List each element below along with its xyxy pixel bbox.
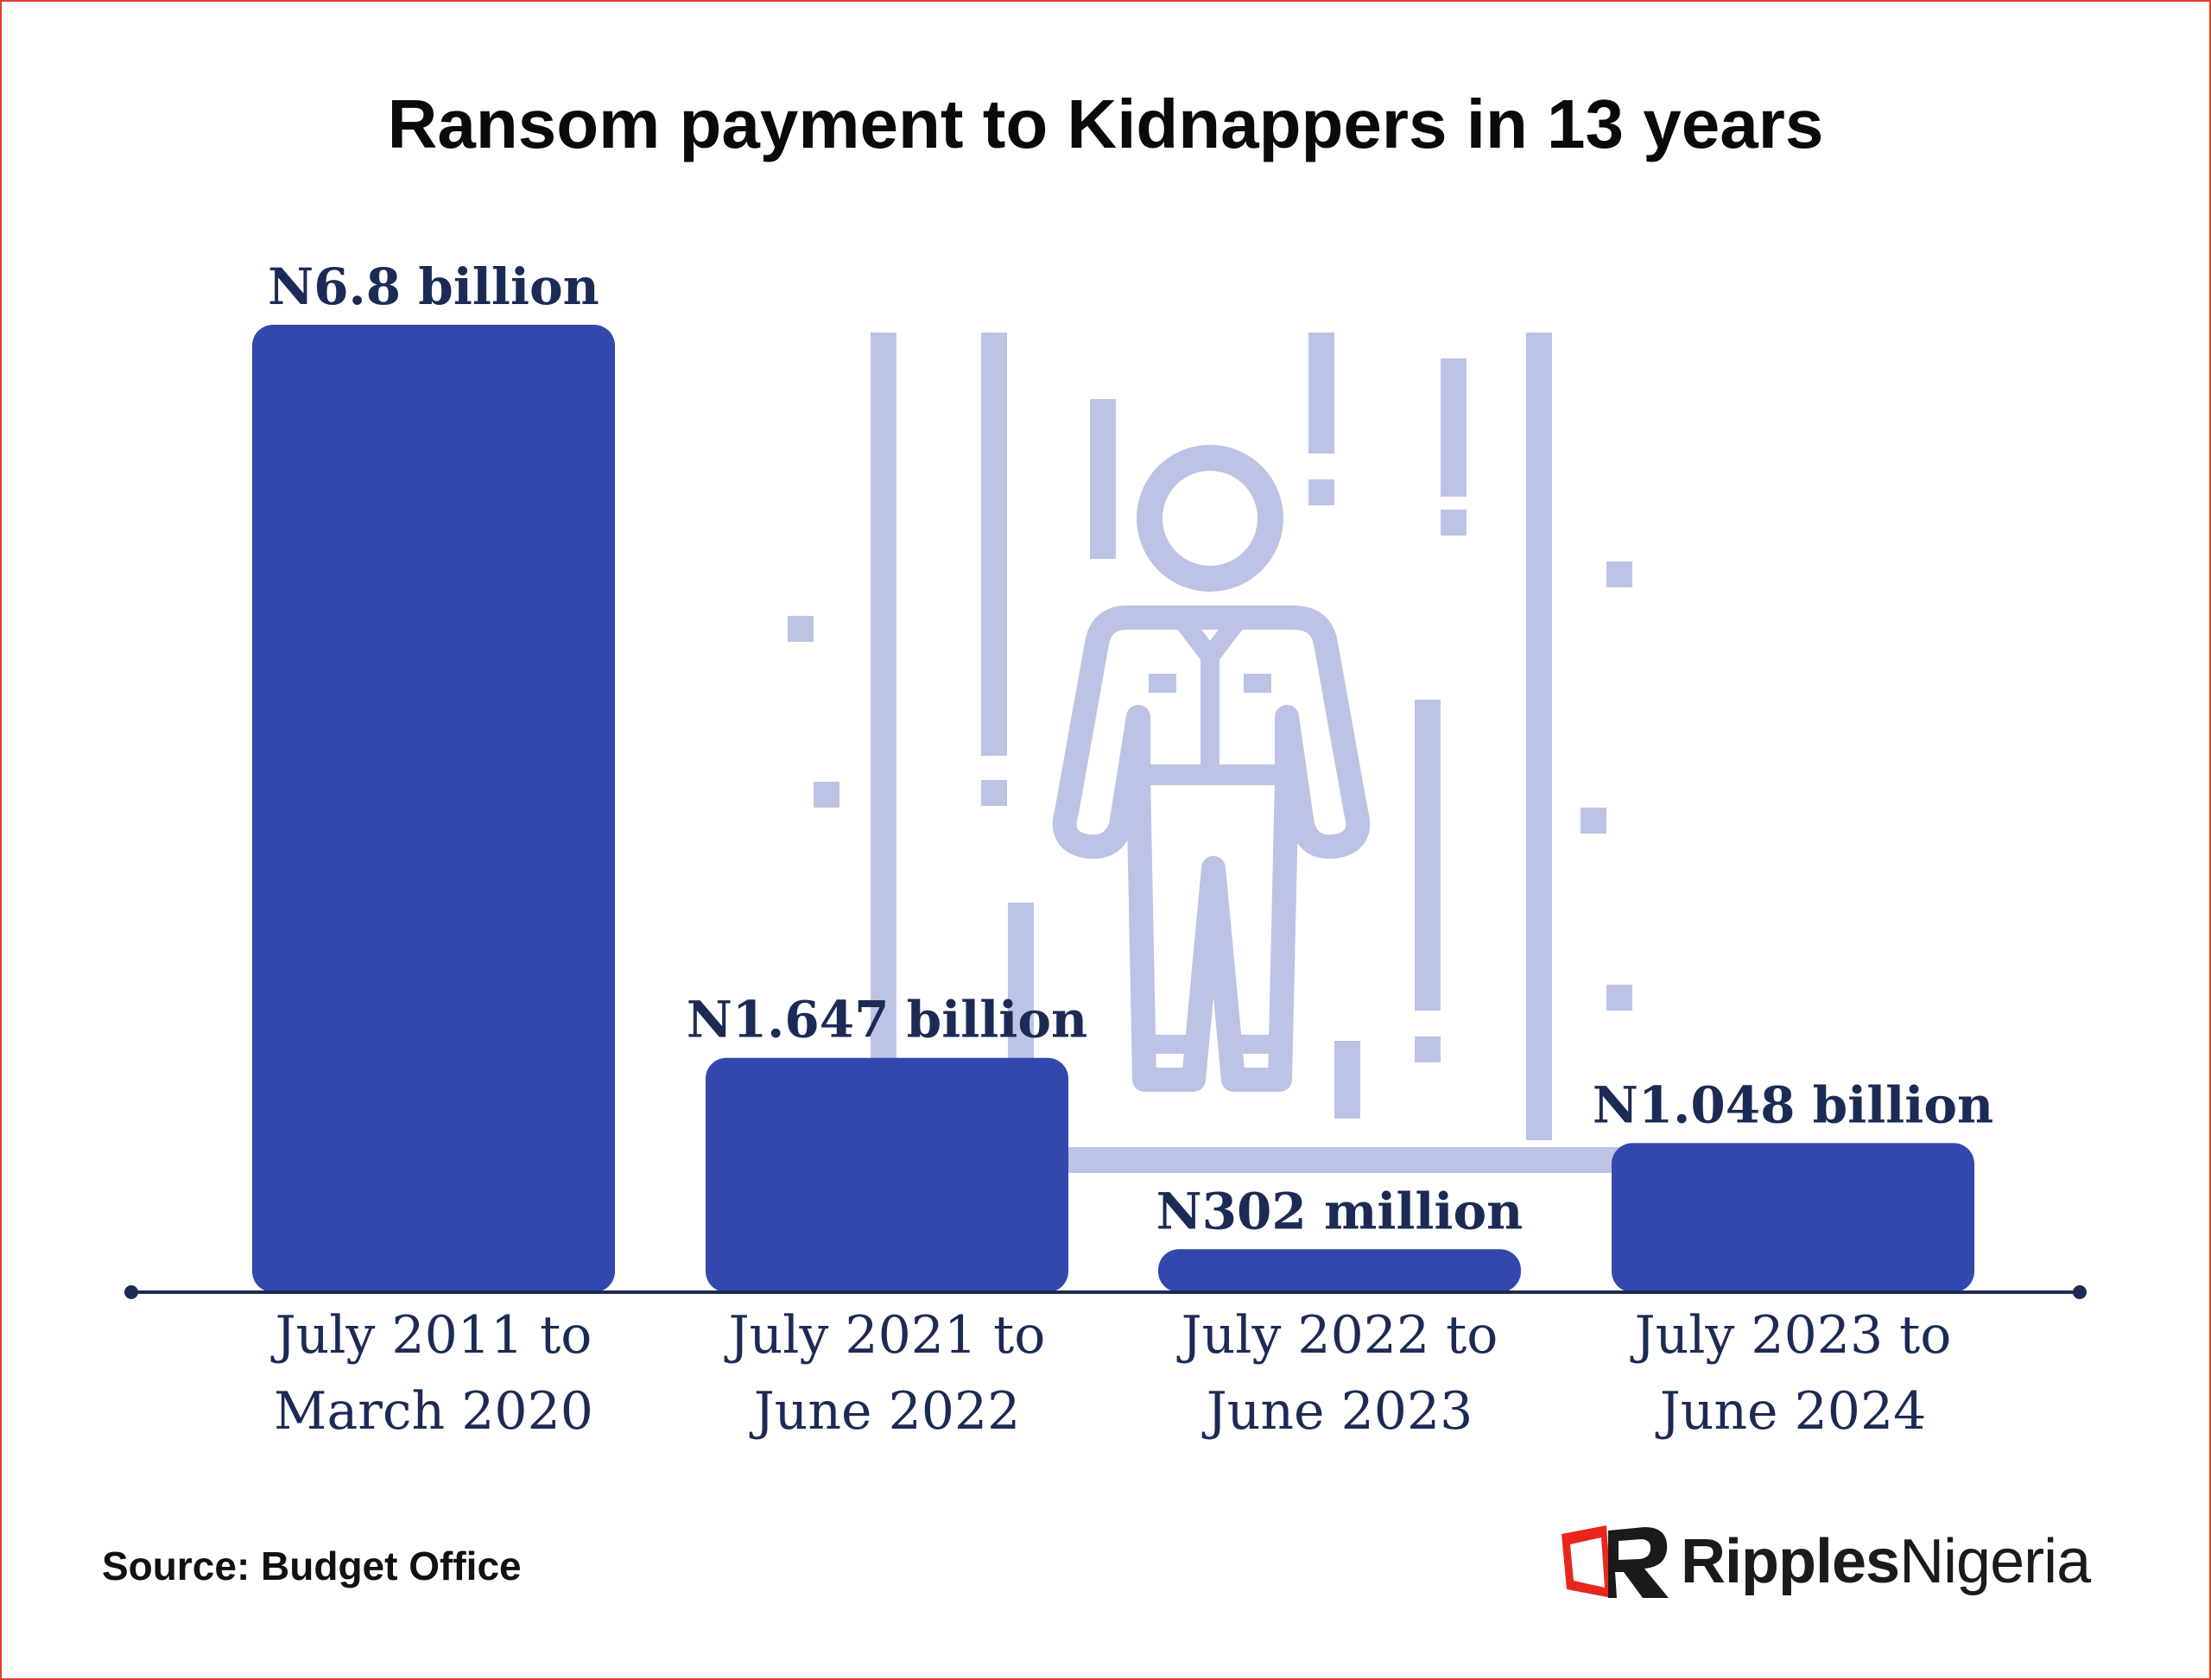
dash-4	[1308, 333, 1334, 453]
dot-5	[1526, 726, 1552, 751]
category-label-2-line-1: July 2021 to	[724, 1305, 1046, 1366]
axis-end-dot-left	[124, 1285, 138, 1299]
dot-9	[1606, 561, 1632, 587]
dot-2	[1308, 479, 1334, 505]
category-label-1-line-1: July 2011 to	[270, 1305, 592, 1366]
bar-1	[252, 325, 615, 1292]
ripples-nigeria-logo: RipplesNigeria	[1555, 1518, 2091, 1605]
category-label-1-line-2: March 2020	[274, 1381, 593, 1442]
category-label-4-line-2: June 2024	[1655, 1381, 1927, 1442]
category-label-4-line-1: July 2023 to	[1630, 1305, 1952, 1366]
ripples-logo-icon	[1562, 1525, 1669, 1598]
bars-layer	[252, 325, 1974, 1292]
x-axis	[124, 1285, 2087, 1299]
dot-4	[1415, 1037, 1441, 1062]
person-cuff-right	[1235, 1035, 1287, 1054]
dot-7	[814, 782, 839, 808]
dot-1	[981, 780, 1007, 806]
person-body	[1052, 605, 1371, 1092]
dot-3	[1441, 510, 1467, 536]
category-label-3-line-1: July 2022 to	[1176, 1305, 1498, 1366]
labels-layer: N6.8 billion July 2011 to March 2020 N1.647…	[268, 257, 1993, 1442]
dash-3	[1090, 399, 1116, 559]
bar-3	[1158, 1249, 1521, 1292]
dot-6	[788, 616, 814, 642]
data-label-1: N6.8 billion	[268, 257, 599, 316]
person-pocket-left	[1149, 674, 1176, 693]
person-cuff-left	[1138, 1035, 1190, 1054]
brand-name-bold: Ripples	[1681, 1527, 1900, 1596]
person-placket	[1201, 656, 1220, 777]
chart-title: Ransom payment to Kidnappers in 13 years	[387, 86, 1824, 162]
person-head	[1137, 445, 1283, 592]
dash-7	[1334, 1041, 1360, 1119]
dot-11	[1606, 985, 1632, 1011]
dash-1	[981, 333, 1007, 756]
person-pocket-right	[1244, 674, 1271, 693]
bar-2	[706, 1057, 1068, 1292]
data-label-4: N1.048 billion	[1593, 1075, 1993, 1134]
bar-4	[1612, 1143, 1974, 1292]
person-belt	[1138, 764, 1287, 785]
category-label-3-line-2: June 2023	[1201, 1381, 1473, 1442]
dot-10	[1581, 808, 1606, 834]
axis-end-dot-right	[2073, 1285, 2087, 1299]
dash-5	[1441, 358, 1467, 497]
source-note: Source: Budget Office	[102, 1544, 522, 1588]
dash-6	[1415, 700, 1441, 1011]
dot-8	[871, 980, 896, 1006]
brand-name-regular: Nigeria	[1899, 1527, 2091, 1596]
data-label-2: N1.647 billion	[687, 991, 1087, 1049]
data-label-3: N302 million	[1156, 1182, 1524, 1240]
category-label-2-line-2: June 2022	[749, 1381, 1021, 1442]
